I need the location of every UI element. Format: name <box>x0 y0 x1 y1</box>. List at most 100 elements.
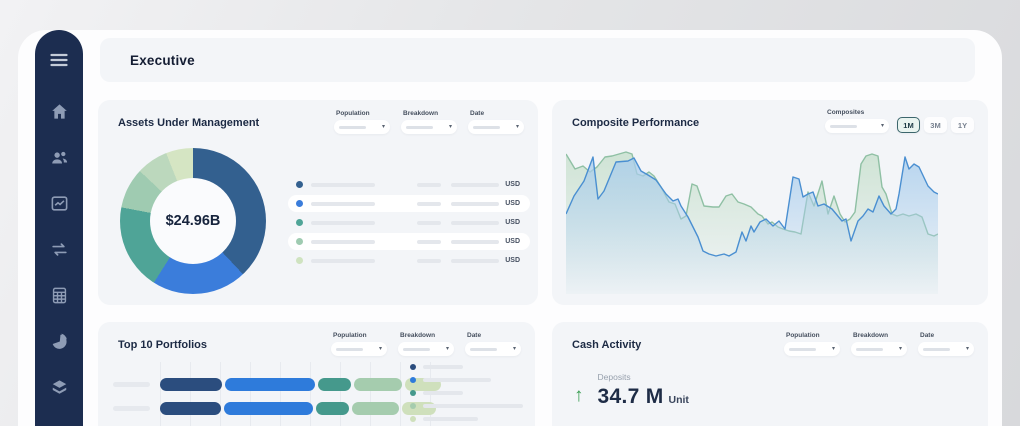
composites-select[interactable]: ▾ <box>825 119 889 133</box>
composite-area-chart <box>566 144 938 294</box>
placeholder-dash <box>923 347 950 351</box>
filter-label: Population <box>336 110 370 117</box>
breakdown-select[interactable]: ▾ <box>398 342 454 356</box>
gridline <box>310 362 311 426</box>
bar-rows <box>113 378 441 426</box>
population-select[interactable]: ▾ <box>784 342 840 356</box>
clients-icon[interactable] <box>50 148 69 167</box>
chevron-down-icon: ▾ <box>512 346 516 352</box>
chevron-down-icon: ▾ <box>448 124 452 130</box>
placeholder-dash <box>830 124 857 128</box>
legend-label-placeholder <box>423 378 491 382</box>
breakdown-select[interactable]: ▾ <box>851 342 907 356</box>
sidebar <box>35 30 83 426</box>
layers-icon[interactable] <box>50 378 69 397</box>
legend-row: USD <box>288 252 530 269</box>
portfolio-name-placeholder <box>113 406 150 411</box>
gridline <box>340 362 341 426</box>
top10-legend <box>410 364 523 422</box>
population-filter: Population ▾ <box>331 332 387 356</box>
placeholder-name <box>311 201 375 206</box>
card-title: Assets Under Management <box>118 117 260 129</box>
legend-dot <box>296 200 303 207</box>
filter-label: Composites <box>827 109 865 116</box>
bar-segment <box>352 402 399 415</box>
date-filter: Date ▾ <box>465 332 521 356</box>
filter-label: Date <box>470 110 485 117</box>
gridline <box>190 362 191 426</box>
legend-dot <box>410 390 416 396</box>
legend-item <box>410 377 523 383</box>
population-select[interactable]: ▾ <box>331 342 387 356</box>
menu-icon[interactable] <box>49 50 69 70</box>
legend-label-placeholder <box>423 391 463 395</box>
breakdown-select[interactable]: ▾ <box>401 120 457 134</box>
header-bar: Executive <box>100 38 975 82</box>
legend-row: USD <box>288 195 530 212</box>
legend-item <box>410 403 523 409</box>
currency-label: USD <box>505 238 520 245</box>
allocation-pie-icon[interactable] <box>50 332 69 351</box>
placeholder-value <box>417 258 442 263</box>
gridline <box>250 362 251 426</box>
filter-label: Breakdown <box>403 110 439 117</box>
range-button-1m[interactable]: 1M <box>897 117 920 133</box>
population-filter: Population ▾ <box>784 332 840 356</box>
deposits-metric: ↑ Deposits 34.7 M Unit <box>574 372 689 409</box>
chevron-down-icon: ▾ <box>965 346 969 352</box>
filter-label: Date <box>467 332 482 339</box>
legend-dot <box>410 403 416 409</box>
placeholder-amount <box>451 201 500 206</box>
calculator-icon[interactable] <box>50 286 69 305</box>
date-select[interactable]: ▾ <box>468 120 524 134</box>
date-select[interactable]: ▾ <box>465 342 521 356</box>
legend-label-placeholder <box>423 404 523 408</box>
currency-label: USD <box>505 257 520 264</box>
chevron-down-icon: ▾ <box>445 346 449 352</box>
population-select[interactable]: ▾ <box>334 120 390 134</box>
cash-activity-card: Cash Activity Population ▾ Breakdown ▾ Date ▾… <box>552 322 988 426</box>
portfolio-bar-row <box>113 378 441 391</box>
placeholder-amount <box>451 220 500 225</box>
legend-dot <box>410 416 416 422</box>
bar-segment <box>354 378 402 391</box>
bar-segment <box>160 402 221 415</box>
placeholder-dash <box>470 347 497 351</box>
stacked-bar <box>160 402 436 415</box>
filter-bar: Population ▾ Breakdown ▾ Date ▾ <box>334 110 524 134</box>
placeholder-name <box>311 182 375 187</box>
home-icon[interactable] <box>50 102 69 121</box>
legend-row: USD <box>288 233 530 250</box>
legend-dot <box>410 377 416 383</box>
filter-label: Breakdown <box>853 332 889 339</box>
filter-bar: Population ▾ Breakdown ▾ Date ▾ <box>784 332 974 356</box>
date-select[interactable]: ▾ <box>918 342 974 356</box>
legend-item <box>410 390 523 396</box>
filter-label: Breakdown <box>400 332 436 339</box>
composites-filter: Composites ▾ <box>825 109 889 133</box>
breakdown-filter: Breakdown ▾ <box>401 110 457 134</box>
performance-icon[interactable] <box>50 194 69 213</box>
filter-label: Date <box>920 332 935 339</box>
bar-segment <box>318 378 351 391</box>
breakdown-filter: Breakdown ▾ <box>398 332 454 356</box>
bar-segment <box>225 378 315 391</box>
deposits-unit: Unit <box>668 394 689 406</box>
chevron-down-icon: ▾ <box>898 346 902 352</box>
range-button-1y[interactable]: 1Y <box>951 117 974 133</box>
deposits-label: Deposits <box>597 372 631 382</box>
aum-legend: USD USD USD USD USD <box>288 176 530 269</box>
placeholder-dash <box>789 347 816 351</box>
page-title: Executive <box>130 52 195 68</box>
legend-dot <box>296 219 303 226</box>
portfolio-bar-row <box>113 402 436 415</box>
range-button-3m[interactable]: 3M <box>924 117 947 133</box>
legend-dot <box>296 238 303 245</box>
breakdown-filter: Breakdown ▾ <box>851 332 907 356</box>
transactions-icon[interactable] <box>50 240 69 259</box>
placeholder-dash <box>336 347 363 351</box>
chevron-down-icon: ▾ <box>378 346 382 352</box>
placeholder-dash <box>339 125 366 129</box>
deposits-value: 34.7 M <box>597 385 664 408</box>
filter-label: Population <box>786 332 820 339</box>
